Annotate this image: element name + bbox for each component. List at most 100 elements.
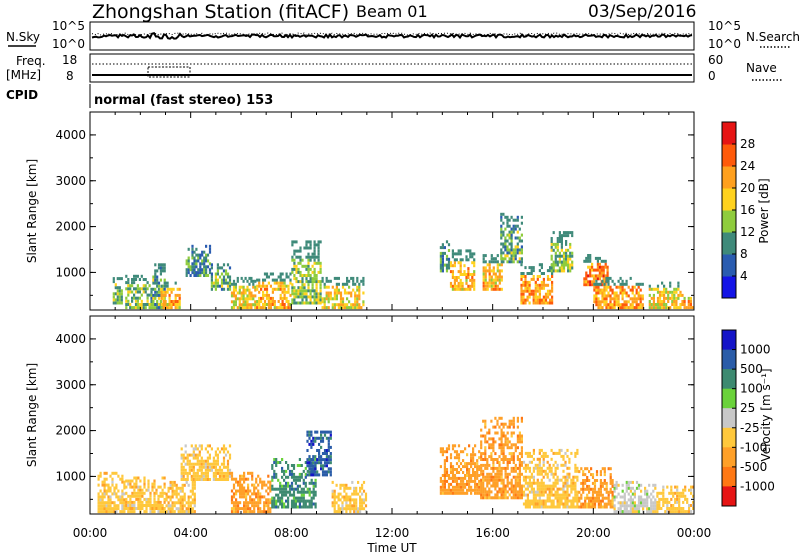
time-tick-label: 12:00 xyxy=(375,526,410,540)
noise-right-tick-bottom: 10^0 xyxy=(708,37,741,51)
velocity-echo-region xyxy=(180,444,232,481)
power-echo-region xyxy=(681,293,695,310)
velocity-colorbar-label: Velocity [m s⁻¹] xyxy=(759,368,773,461)
velocity-colorbar-segment xyxy=(722,447,736,468)
power-echo-region xyxy=(185,244,212,277)
power-echo-region xyxy=(112,277,123,305)
velocity-colorbar-segment xyxy=(722,486,736,507)
power-axes: 1000 2000 3000 4000 xyxy=(55,112,695,310)
noise-panel-frame xyxy=(89,21,695,51)
velocity-colorbar-tick-label: 1000 xyxy=(740,343,771,357)
power-colorbar-segment xyxy=(722,166,736,189)
time-axis: 00:00 04:00 08:00 12:00 16:00 20:00 00:00 xyxy=(73,526,712,540)
time-tick-label: 00:00 xyxy=(677,526,712,540)
power-y-tick-label: 1000 xyxy=(55,265,86,279)
velocity-colorbar-segment xyxy=(722,330,736,351)
velocity-y-tick-label: 2000 xyxy=(55,424,86,438)
power-echo-region xyxy=(500,212,523,264)
power-colorbar-segment xyxy=(722,188,736,211)
velocity-echo-region xyxy=(656,485,695,514)
power-colorbar-tick-label: 16 xyxy=(740,203,755,217)
freq-left-tick-bottom: 8 xyxy=(66,69,74,83)
time-tick-label: 16:00 xyxy=(475,526,510,540)
velocity-colorbar-tick-label: -100 xyxy=(740,440,767,454)
noise-search-label: N.Search xyxy=(746,30,800,44)
power-colorbar-label: Power [dB] xyxy=(757,178,771,243)
time-tick-label: 04:00 xyxy=(173,526,208,540)
frequency-panel-frame xyxy=(89,53,695,83)
velocity-panel: 1000 2000 3000 4000 Slant Range [km] 1000 50… xyxy=(25,315,775,515)
velocity-echo-region xyxy=(578,467,614,509)
power-echo-region xyxy=(550,231,574,273)
cpid-label: CPID xyxy=(6,88,38,102)
power-colorbar-segment xyxy=(722,232,736,255)
power-echo-region xyxy=(593,276,644,310)
power-echo-region xyxy=(321,276,365,310)
power-y-tick-label: 4000 xyxy=(55,128,86,142)
power-y-tick-label: 3000 xyxy=(55,174,86,188)
power-y-tick-label: 2000 xyxy=(55,220,86,234)
power-panel: 1000 2000 3000 4000 Slant Range [km] 4 8 12 16… xyxy=(25,111,771,311)
velocity-colorbar-tick-label: 100 xyxy=(740,382,763,396)
velocity-colorbar-segment xyxy=(722,427,736,448)
velocity-y-tick-label: 4000 xyxy=(55,332,86,346)
noise-panel: N.Sky 10^5 10^0 10^5 10^0 N.Search xyxy=(6,19,800,51)
power-echo-region xyxy=(125,274,151,310)
time-tick-label: 08:00 xyxy=(274,526,309,540)
velocity-colorbar-segment xyxy=(722,369,736,390)
power-colorbar: 4 8 12 16 20 24 28 xyxy=(721,121,755,299)
power-colorbar-tick-label: 20 xyxy=(740,181,755,195)
power-echo-region xyxy=(291,240,322,305)
velocity-echo-region xyxy=(230,471,272,514)
date-title: 03/Sep/2016 xyxy=(588,2,696,22)
power-colorbar-segment xyxy=(722,254,736,277)
velocity-echo-region xyxy=(613,480,657,514)
velocity-colorbar-tick-label: 500 xyxy=(740,362,763,376)
velocity-ylabel: Slant Range [km] xyxy=(25,363,39,467)
freq-right-tick-top: 60 xyxy=(708,53,723,67)
time-axis-label: Time UT xyxy=(366,541,417,554)
nave-label: Nave xyxy=(746,61,777,75)
power-echo-region xyxy=(230,276,257,310)
power-colorbar-segment xyxy=(722,210,736,233)
velocity-y-tick-label: 1000 xyxy=(55,469,86,483)
beam-title: Beam 01 xyxy=(356,2,428,21)
velocity-echo-region xyxy=(306,430,332,477)
velocity-echo-region xyxy=(480,416,523,500)
freq-left-tick-top: 18 xyxy=(62,53,77,67)
power-echo-region xyxy=(583,254,609,287)
velocity-echo-region xyxy=(97,471,126,514)
power-colorbar-tick-label: 4 xyxy=(740,269,748,283)
noise-left-tick-bottom: 10^0 xyxy=(52,37,85,51)
freq-right-tick-bottom: 0 xyxy=(708,69,716,83)
noise-sky-trace xyxy=(91,32,693,40)
velocity-y-tick-label: 3000 xyxy=(55,378,86,392)
velocity-colorbar-tick-label: -25 xyxy=(740,421,760,435)
power-colorbar-tick-label: 8 xyxy=(740,247,748,261)
power-echo-region xyxy=(439,240,451,273)
power-colorbar-segment xyxy=(722,122,736,145)
power-echo-region xyxy=(482,254,503,291)
power-colorbar-segment xyxy=(722,276,736,299)
velocity-echo-region xyxy=(271,458,317,509)
velocity-colorbar-segment xyxy=(722,408,736,429)
power-echo-region xyxy=(449,249,476,291)
frequency-panel: Freq. [MHz] 18 8 60 0 Nave xyxy=(6,53,782,83)
power-echo-region xyxy=(520,263,554,305)
noise-right-tick-top: 10^5 xyxy=(708,19,741,33)
velocity-echo-region xyxy=(125,476,166,514)
velocity-colorbar-tick-label: -500 xyxy=(740,460,767,474)
velocity-data xyxy=(97,416,695,514)
velocity-echo-region xyxy=(165,480,196,514)
velocity-colorbar-segment xyxy=(722,349,736,370)
velocity-echo-region xyxy=(522,448,579,509)
velocity-axes: 1000 2000 3000 4000 xyxy=(55,316,695,514)
velocity-colorbar-segment xyxy=(722,388,736,409)
velocity-colorbar: 1000 500 100 25 -25 -100 -500 -1000 xyxy=(721,329,775,507)
power-echo-region xyxy=(648,281,682,310)
power-colorbar-tick-label: 24 xyxy=(740,159,755,173)
power-data xyxy=(112,212,695,310)
velocity-echo-region xyxy=(439,444,481,495)
power-colorbar-segment xyxy=(722,144,736,167)
